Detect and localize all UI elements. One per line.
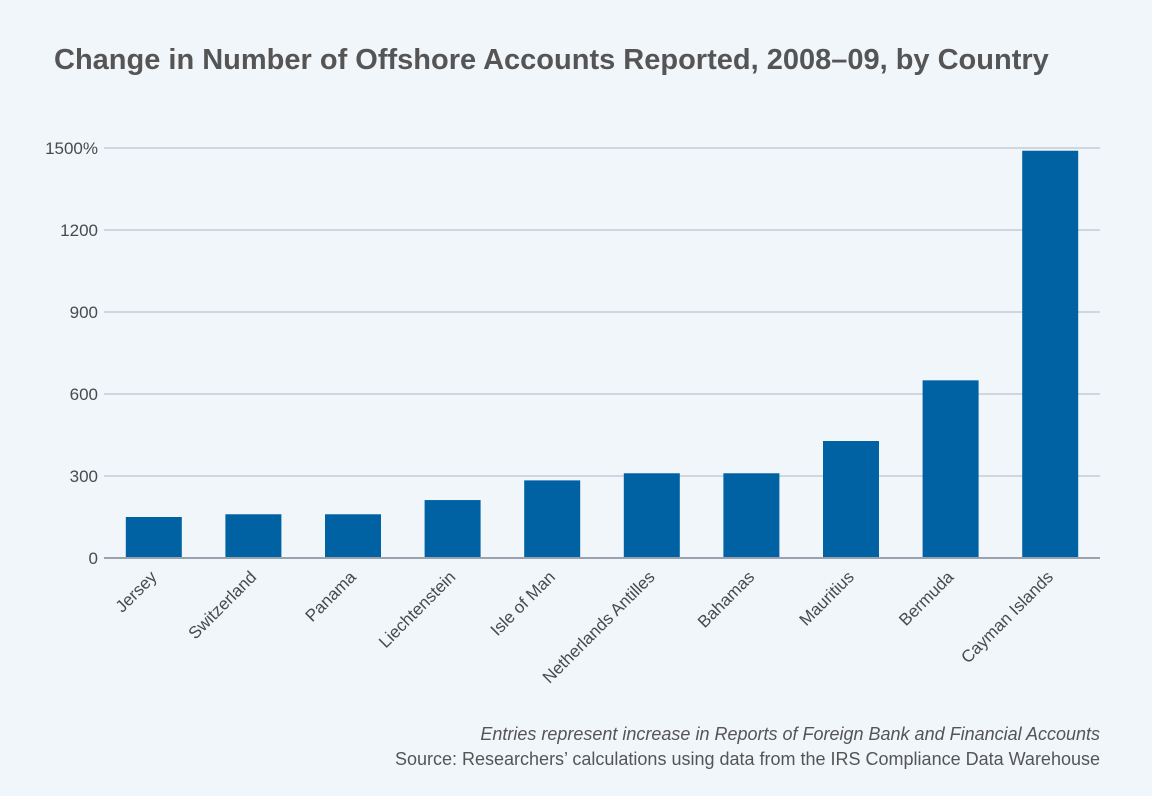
chart-footnote: Entries represent increase in Reports of…: [480, 724, 1100, 744]
bar-netherlands-antilles: [623, 473, 680, 558]
x-tick-label: Netherlands Antilles: [539, 567, 659, 687]
bars: [125, 150, 1079, 558]
y-tick-label: 1200: [60, 221, 98, 240]
bar-liechtenstein: [424, 500, 481, 558]
x-tick-label: Panama: [302, 567, 361, 626]
bar-mauritius: [823, 441, 879, 558]
y-axis-ticks: 0 300 600 900 1200 1500%: [45, 139, 98, 568]
x-tick-label: Isle of Man: [487, 567, 559, 639]
y-tick-label: 900: [70, 303, 98, 322]
x-tick-label: Jersey: [112, 567, 161, 616]
x-axis-ticks: Jersey Switzerland Panama Liechtenstein Isle…: [112, 567, 1057, 687]
y-tick-label: 1500%: [45, 139, 98, 158]
bar-switzerland: [225, 514, 282, 558]
y-tick-label: 600: [70, 385, 98, 404]
x-tick-label: Bermuda: [895, 567, 958, 630]
chart-source: Source: Researchers’ calculations using …: [394, 749, 1100, 769]
x-tick-label: Bahamas: [694, 567, 758, 631]
x-tick-label: Cayman Islands: [957, 567, 1057, 667]
y-tick-label: 300: [70, 467, 98, 486]
chart-title: Change in Number of Offshore Accounts Re…: [54, 44, 1049, 76]
x-tick-label: Switzerland: [185, 567, 261, 643]
y-tick-label: 0: [89, 549, 98, 568]
bar-bermuda: [922, 380, 979, 558]
x-tick-label: Mauritius: [796, 567, 858, 629]
bar-panama: [325, 514, 381, 558]
bar-jersey: [125, 517, 182, 558]
bar-cayman-islands: [1022, 150, 1079, 558]
bar-isle-of-man: [524, 480, 581, 558]
bar-bahamas: [723, 473, 780, 558]
x-tick-label: Liechtenstein: [375, 567, 459, 651]
